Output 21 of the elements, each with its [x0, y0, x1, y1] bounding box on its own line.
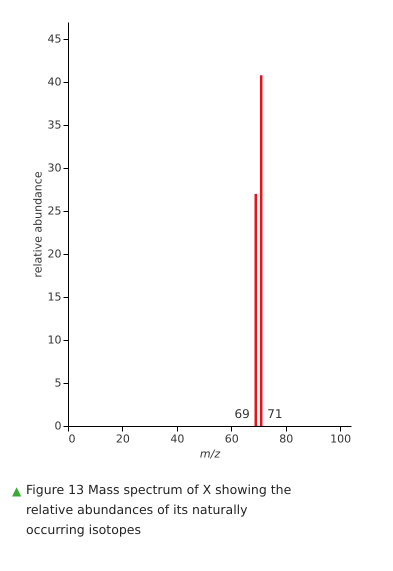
x-tick-label: 20 [116, 432, 130, 446]
y-tick-label: 35 [48, 118, 62, 132]
y-tick-label: 20 [48, 248, 62, 261]
y-tick-label: 15 [48, 290, 62, 304]
y-tick-label: 30 [48, 162, 62, 175]
y-axis-title: relative abundance [32, 171, 45, 278]
annotation: 69 [234, 407, 250, 421]
y-tick-label: 5 [54, 376, 62, 390]
y-tick-label: 40 [48, 76, 62, 89]
text: ▲ Figure 13 Mass spectrum of X showing the relative abundances of its naturally occurring isotopes [12, 482, 292, 537]
x-tick-label: 80 [279, 432, 294, 446]
x-axis-title: m/z [200, 448, 220, 460]
x-tick-label: 0 [68, 432, 76, 446]
y-tick-label: 0 [54, 420, 62, 432]
y-tick-label: 45 [48, 32, 62, 46]
y-tick-label: 10 [48, 334, 62, 347]
x-tick-label: 60 [224, 432, 239, 446]
annotation: 71 [267, 407, 282, 421]
y-tick-label: 25 [48, 204, 62, 218]
x-tick-label: 100 [330, 432, 352, 446]
x-tick-label: 40 [170, 432, 184, 446]
